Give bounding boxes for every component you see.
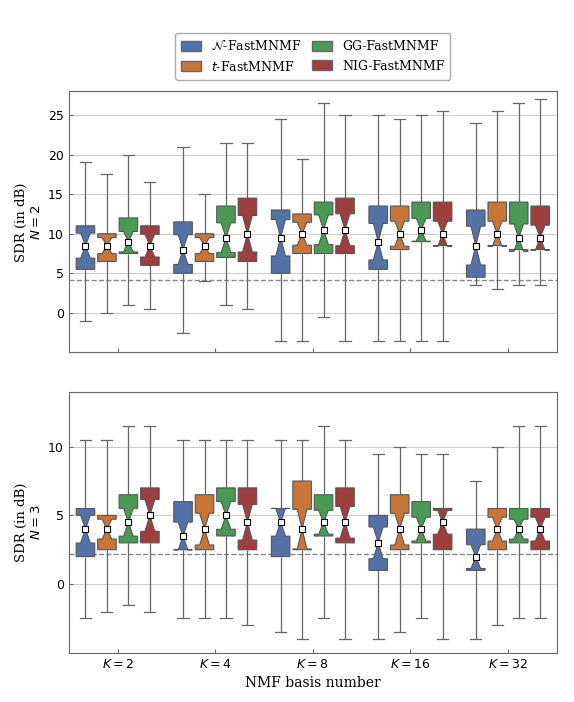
- Polygon shape: [174, 222, 192, 273]
- Polygon shape: [98, 515, 116, 550]
- Polygon shape: [76, 226, 95, 270]
- Polygon shape: [272, 508, 290, 557]
- Polygon shape: [433, 508, 452, 550]
- Polygon shape: [76, 508, 95, 557]
- Polygon shape: [272, 210, 290, 273]
- Polygon shape: [467, 529, 485, 570]
- Polygon shape: [141, 226, 159, 265]
- Polygon shape: [195, 495, 214, 550]
- Polygon shape: [467, 210, 485, 277]
- Polygon shape: [531, 508, 549, 550]
- Polygon shape: [98, 234, 116, 261]
- Polygon shape: [369, 515, 387, 570]
- Polygon shape: [217, 206, 235, 258]
- Y-axis label: SDR (in dB)
$N=2$: SDR (in dB) $N=2$: [14, 183, 42, 262]
- Polygon shape: [238, 198, 257, 261]
- X-axis label: NMF basis number: NMF basis number: [245, 676, 381, 690]
- Polygon shape: [531, 206, 549, 250]
- Polygon shape: [238, 488, 257, 550]
- Polygon shape: [488, 508, 506, 550]
- Polygon shape: [293, 214, 311, 253]
- Polygon shape: [336, 488, 354, 543]
- Polygon shape: [488, 202, 506, 246]
- Polygon shape: [119, 495, 138, 543]
- Polygon shape: [510, 202, 528, 251]
- Polygon shape: [119, 218, 138, 253]
- Polygon shape: [174, 502, 192, 550]
- Polygon shape: [390, 206, 409, 250]
- Polygon shape: [390, 495, 409, 550]
- Y-axis label: SDR (in dB)
$N=3$: SDR (in dB) $N=3$: [14, 482, 42, 562]
- Legend: $\mathcal{N}$-FastMNMF, $t$-FastMNMF, GG-FastMNMF, NIG-FastMNMF: $\mathcal{N}$-FastMNMF, $t$-FastMNMF, GG…: [175, 33, 451, 80]
- Polygon shape: [369, 206, 387, 270]
- Polygon shape: [510, 508, 528, 543]
- Polygon shape: [315, 202, 333, 253]
- Polygon shape: [217, 488, 235, 536]
- Polygon shape: [293, 481, 311, 550]
- Polygon shape: [315, 495, 333, 536]
- Polygon shape: [433, 202, 452, 246]
- Polygon shape: [141, 488, 159, 543]
- Polygon shape: [412, 502, 430, 543]
- Polygon shape: [195, 234, 214, 261]
- Polygon shape: [412, 202, 430, 241]
- Polygon shape: [336, 198, 354, 253]
